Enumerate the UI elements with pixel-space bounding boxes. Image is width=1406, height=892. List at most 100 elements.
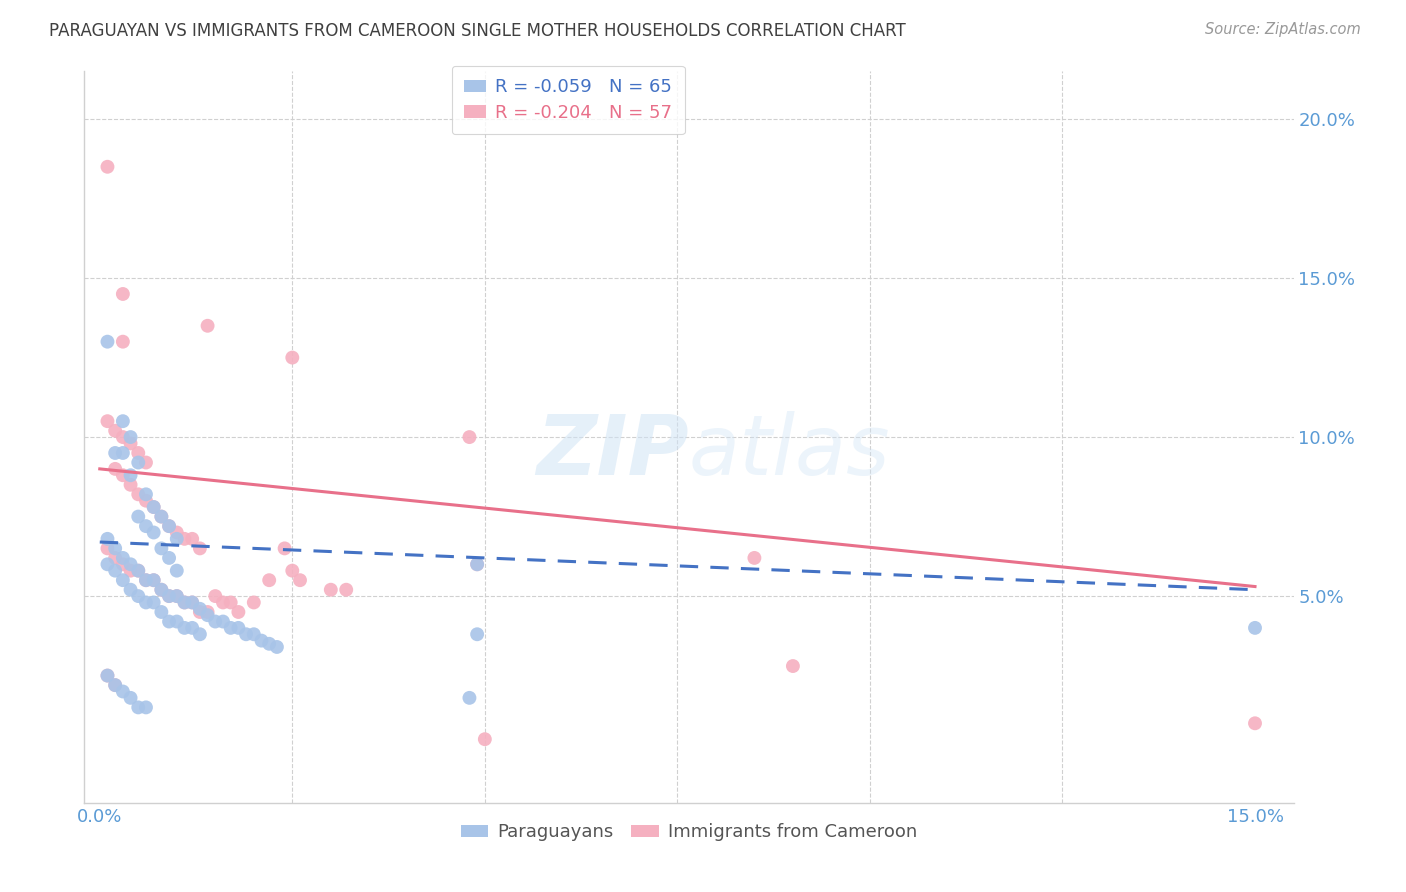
Point [782, 659, 804, 673]
Point [120, 436, 142, 450]
Point [135, 595, 157, 609]
Point [188, 602, 211, 616]
Text: PARAGUAYAN VS IMMIGRANTS FROM CAMEROON SINGLE MOTHER HOUSEHOLDS CORRELATION CHAR: PARAGUAYAN VS IMMIGRANTS FROM CAMEROON S… [49, 22, 905, 40]
Point [135, 487, 157, 501]
Point [173, 595, 195, 609]
Point [458, 690, 481, 705]
Point [96, 532, 118, 546]
Point [111, 430, 134, 444]
Point [166, 525, 188, 540]
Point [243, 595, 266, 609]
Point [166, 532, 188, 546]
Point [150, 582, 173, 597]
Point [150, 605, 173, 619]
Point [142, 573, 165, 587]
Point [257, 573, 280, 587]
Point [120, 564, 142, 578]
Point [96, 541, 118, 556]
Point [135, 519, 157, 533]
Point [96, 668, 118, 682]
Point [111, 414, 134, 428]
Point [204, 589, 226, 603]
Point [127, 509, 149, 524]
Point [257, 637, 280, 651]
Point [465, 558, 488, 572]
Point [142, 595, 165, 609]
Point [135, 493, 157, 508]
Point [96, 160, 118, 174]
Point [219, 595, 242, 609]
Point [157, 589, 180, 603]
Point [111, 684, 134, 698]
Point [120, 558, 142, 572]
Point [250, 633, 273, 648]
Point [135, 573, 157, 587]
Point [127, 487, 149, 501]
Point [150, 509, 173, 524]
Point [111, 446, 134, 460]
Point [281, 564, 304, 578]
Point [120, 477, 142, 491]
Point [243, 627, 266, 641]
Point [181, 532, 204, 546]
Point [173, 595, 195, 609]
Point [319, 582, 342, 597]
Point [281, 351, 304, 365]
Point [157, 615, 180, 629]
Point [120, 582, 142, 597]
Point [197, 608, 219, 623]
Point [173, 532, 195, 546]
Point [96, 414, 118, 428]
Point [1244, 716, 1267, 731]
Point [166, 589, 188, 603]
Text: Source: ZipAtlas.com: Source: ZipAtlas.com [1205, 22, 1361, 37]
Point [111, 550, 134, 565]
Point [166, 615, 188, 629]
Point [142, 500, 165, 514]
Point [166, 564, 188, 578]
Point [166, 589, 188, 603]
Point [1244, 621, 1267, 635]
Point [104, 678, 127, 692]
Point [219, 621, 242, 635]
Point [96, 558, 118, 572]
Point [465, 558, 488, 572]
Point [157, 550, 180, 565]
Point [157, 519, 180, 533]
Point [273, 541, 295, 556]
Point [228, 605, 250, 619]
Point [173, 621, 195, 635]
Point [135, 573, 157, 587]
Point [104, 462, 127, 476]
Point [465, 627, 488, 641]
Point [142, 500, 165, 514]
Point [111, 334, 134, 349]
Point [127, 564, 149, 578]
Point [288, 573, 311, 587]
Point [104, 550, 127, 565]
Point [127, 446, 149, 460]
Point [120, 430, 142, 444]
Point [474, 732, 496, 747]
Point [104, 446, 127, 460]
Point [228, 621, 250, 635]
Point [150, 541, 173, 556]
Point [181, 595, 204, 609]
Point [111, 573, 134, 587]
Point [104, 564, 127, 578]
Point [458, 430, 481, 444]
Text: atlas: atlas [689, 411, 890, 492]
Point [157, 589, 180, 603]
Point [181, 595, 204, 609]
Point [111, 558, 134, 572]
Point [127, 589, 149, 603]
Point [104, 424, 127, 438]
Point [127, 564, 149, 578]
Point [188, 627, 211, 641]
Point [111, 287, 134, 301]
Point [181, 621, 204, 635]
Point [127, 456, 149, 470]
Point [197, 605, 219, 619]
Point [127, 700, 149, 714]
Point [96, 334, 118, 349]
